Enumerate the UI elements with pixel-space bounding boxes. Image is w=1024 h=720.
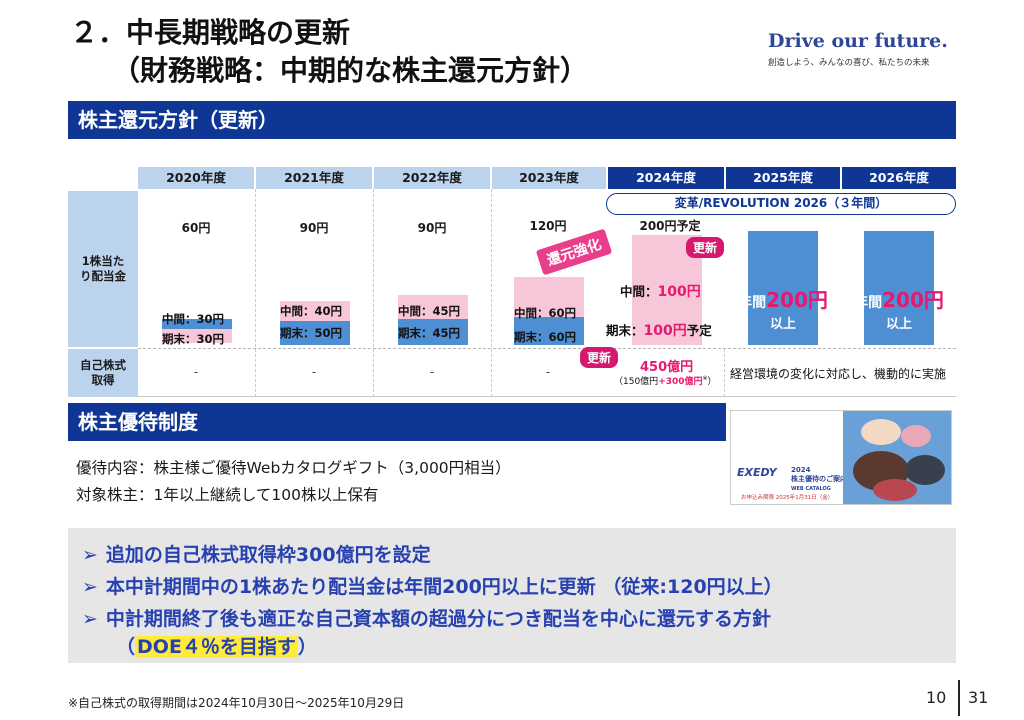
row-divider [138, 396, 956, 397]
catalog-cover [731, 411, 843, 504]
dividend-final-bar-2021 [280, 321, 350, 345]
dividend-final-bar-2022 [398, 319, 468, 345]
dividend-interim-2021: 中間：40円 [280, 304, 343, 318]
summary-box: ➢ 追加の自己株式取得枠300億円を設定 ➢ 本中計期間中の1株あたり配当金は年間2… [68, 528, 956, 663]
brand-tagline: 創造しよう、みんなの喜び、私たちの未来 [768, 58, 930, 68]
beef-graphic [873, 479, 917, 501]
gift-catalog-image: EXEDY 2024 株主優待のご案内 WEB CATALOG お申込み期限 2… [730, 410, 952, 505]
catalog-logo: EXEDY [737, 466, 777, 479]
row-divider [138, 348, 956, 349]
row-label-buyback: 自己株式取得 [68, 349, 138, 397]
column-divider [255, 189, 256, 397]
year-header-2024: 2024年度 [608, 167, 724, 189]
section-header-shareholder-benefit: 株主優待制度 [68, 403, 726, 441]
summary-line-1: ➢ 追加の自己株式取得枠300億円を設定 [82, 544, 431, 566]
revolution-banner: 変革/REVOLUTION 2026（３年間） [606, 193, 956, 215]
dividend-interim-bar-2023 [514, 277, 584, 317]
dividend-interim-bar-2020 [162, 319, 232, 329]
dividend-interim-bar-2022 [398, 295, 468, 319]
year-header-2021: 2021年度 [256, 167, 372, 189]
dividend-final-2024: 期末：100円予定 [606, 323, 712, 339]
dividend-total-2020: 60円 [181, 221, 211, 235]
brand-slogan: Drive our future. [768, 30, 948, 52]
year-header-2020: 2020年度 [138, 167, 254, 189]
catalog-food-photo [843, 411, 951, 504]
dividend-bar-2025 [748, 231, 818, 345]
return-policy-table: 2020年度 2021年度 2022年度 2023年度 2024年度 2025年… [68, 167, 956, 397]
page-title-line1: ２．中長期戦略の更新 [70, 16, 351, 49]
benefit-content: 優待内容：株主様ご優待Webカタログギフト（3,000円相当） [76, 459, 511, 477]
catalog-title: 2024 株主優待のご案内 WEB CATALOG [791, 466, 847, 492]
page-number-divider [958, 680, 960, 716]
dividend-2025: 年間200円 以上 [738, 288, 828, 332]
dividend-total-2021: 90円 [299, 221, 329, 235]
section-header-return-policy: 株主還元方針（更新） [68, 101, 956, 139]
brand-block: Drive our future. 創造しよう、みんなの喜び、私たちの未来 [768, 30, 948, 68]
year-header-2023: 2023年度 [492, 167, 606, 189]
dividend-final-2022: 期末：45円 [398, 326, 461, 340]
dividend-final-2021: 期末：50円 [280, 326, 343, 340]
bullet-arrow-icon: ➢ [82, 608, 98, 630]
dividend-2026: 年間200円 以上 [854, 288, 944, 332]
dividend-final-2020: 期末：30円 [162, 332, 225, 346]
buyback-2024-amount: 450億円 [640, 360, 694, 375]
catalog-deadline: お申込み期限 2025年1月31日（金） [741, 495, 834, 501]
dividend-interim-2022: 中間：45円 [398, 304, 461, 318]
return-strengthen-label: 還元強化 [535, 228, 613, 276]
dividend-total-2024: 200円予定 [639, 219, 701, 233]
dividend-total-2022: 90円 [417, 221, 447, 235]
dividend-bar-2026 [864, 231, 934, 345]
dividend-interim-2020: 中間：30円 [162, 312, 225, 326]
summary-line-2: ➢ 本中計期間中の1株あたり配当金は年間200円以上に更新 （従来:120円以上） [82, 576, 783, 598]
buyback-2025-2026: 経営環境の変化に対応し、機動的に実施 [730, 367, 947, 381]
doe-highlight: DOE４％を目指す [135, 636, 298, 658]
dividend-total-2023: 120円 [529, 219, 567, 233]
dividend-interim-2023: 中間：60円 [514, 306, 577, 320]
macaron-graphic [901, 425, 931, 447]
update-badge-buyback: 更新 [580, 347, 619, 368]
year-header-2022: 2022年度 [374, 167, 490, 189]
bullet-arrow-icon: ➢ [82, 576, 98, 598]
footnote: ※自己株式の取得期間は2024年10月30日～2025年10月29日 [68, 696, 405, 710]
row-label-dividend: 1株当たり配当金 [68, 191, 138, 347]
bullet-arrow-icon: ➢ [82, 544, 98, 566]
page-title: ２．中長期戦略の更新 （財務戦略：中期的な株主還元方針） [70, 14, 588, 90]
dividend-final-2023: 期末：60円 [514, 330, 577, 344]
dividend-interim-bar-2021 [280, 301, 350, 321]
update-badge-dividend: 更新 [686, 237, 725, 258]
page-title-line2: （財務戦略：中期的な株主還元方針） [112, 54, 589, 87]
year-header-2026: 2026年度 [842, 167, 956, 189]
buyback-2023: - [545, 365, 551, 379]
buyback-2022: - [429, 365, 435, 379]
dividend-final-bar-2023 [514, 317, 584, 345]
dividend-final-bar-2020 [162, 329, 232, 343]
buyback-2020: - [193, 365, 199, 379]
macaron-graphic [861, 419, 901, 445]
dividend-interim-2024: 中間：100円 [620, 284, 701, 300]
buyback-2024-detail: （150億円+300億円※） [614, 375, 717, 387]
summary-line-3: ➢ 中計期間終了後も適正な自己資本額の超過分につき配当を中心に還元する方針 [82, 608, 771, 630]
page-number-total: 31 [968, 688, 989, 707]
benefit-eligibility: 対象株主：1年以上継続して100株以上保有 [76, 486, 379, 504]
summary-doe: （DOE４％を目指す） [116, 636, 317, 658]
page-number-current: 10 [926, 688, 947, 707]
year-header-2025: 2025年度 [726, 167, 840, 189]
buyback-2021: - [311, 365, 317, 379]
column-divider [724, 349, 725, 397]
dish-graphic [905, 455, 945, 485]
column-divider [491, 189, 492, 397]
column-divider [373, 189, 374, 397]
